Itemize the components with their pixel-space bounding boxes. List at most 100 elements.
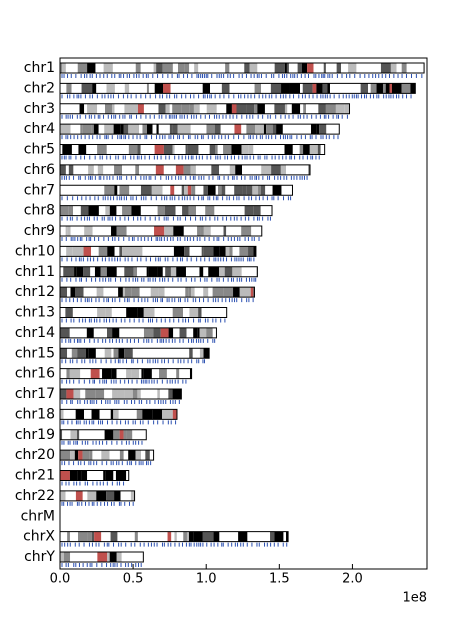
- band: [101, 226, 111, 236]
- band: [223, 308, 227, 318]
- band: [137, 308, 144, 318]
- band: [285, 185, 292, 195]
- band: [67, 287, 70, 297]
- band: [188, 287, 191, 297]
- band: [145, 532, 151, 542]
- chromosome: [60, 124, 339, 139]
- band: [124, 124, 128, 134]
- band: [285, 63, 287, 73]
- band: [139, 369, 141, 379]
- band: [60, 124, 71, 134]
- band: [134, 104, 138, 114]
- band: [149, 267, 158, 277]
- band: [300, 104, 303, 114]
- band: [92, 83, 96, 93]
- band: [119, 246, 122, 256]
- y-tick-label: chr17: [15, 386, 55, 402]
- band: [88, 165, 94, 175]
- band: [128, 450, 135, 460]
- y-tick-label: chrX: [23, 529, 55, 545]
- band: [219, 532, 229, 542]
- band: [112, 308, 123, 318]
- band: [60, 308, 65, 318]
- band: [95, 267, 101, 277]
- band: [111, 226, 117, 236]
- band: [194, 104, 200, 114]
- band: [66, 83, 71, 93]
- band: [72, 145, 79, 155]
- band: [157, 389, 160, 399]
- band: [264, 145, 271, 155]
- chromosome: [60, 206, 272, 221]
- band: [84, 409, 92, 419]
- x-tick-label: 1.5: [269, 572, 290, 587]
- band: [171, 287, 180, 297]
- band: [84, 104, 87, 114]
- band: [185, 63, 190, 73]
- band: [208, 185, 216, 195]
- band: [114, 104, 122, 114]
- band: [306, 104, 315, 114]
- band: [327, 83, 329, 93]
- band: [265, 185, 272, 195]
- band: [62, 430, 66, 440]
- band: [101, 450, 109, 460]
- band: [362, 63, 364, 73]
- band: [134, 267, 137, 277]
- band: [248, 246, 253, 256]
- band: [248, 267, 256, 277]
- band: [122, 104, 124, 114]
- band: [375, 63, 381, 73]
- y-tick-label: chr22: [15, 488, 55, 504]
- band: [60, 328, 70, 338]
- band: [202, 308, 213, 318]
- band: [91, 246, 99, 256]
- y-tick-label: chr18: [15, 406, 55, 422]
- band: [84, 430, 92, 440]
- band: [72, 83, 82, 93]
- chromosome: [60, 328, 216, 343]
- band: [198, 124, 206, 134]
- band: [60, 389, 66, 399]
- band: [287, 63, 289, 73]
- band: [188, 145, 199, 155]
- band: [207, 104, 217, 114]
- band: [176, 165, 184, 175]
- band: [161, 328, 169, 338]
- band: [407, 63, 411, 73]
- band: [276, 124, 283, 134]
- band: [149, 165, 153, 175]
- chromosome: [60, 287, 254, 302]
- band: [104, 63, 113, 73]
- band: [124, 430, 127, 440]
- band: [206, 124, 214, 134]
- band: [158, 267, 163, 277]
- band: [105, 348, 112, 358]
- band: [187, 532, 189, 542]
- band: [245, 83, 254, 93]
- band: [173, 226, 184, 236]
- band: [170, 185, 174, 195]
- band: [107, 83, 115, 93]
- x-tick-label: 0.0: [50, 572, 71, 587]
- band: [159, 124, 162, 134]
- band: [168, 389, 172, 399]
- band: [200, 104, 207, 114]
- band: [310, 145, 318, 155]
- band: [76, 491, 83, 501]
- band: [178, 124, 180, 134]
- chromosome: [60, 246, 256, 261]
- band: [203, 83, 210, 93]
- band: [226, 124, 234, 134]
- band: [112, 328, 119, 338]
- band: [113, 287, 118, 297]
- band: [174, 185, 177, 195]
- band: [104, 185, 114, 195]
- band: [89, 348, 96, 358]
- band: [67, 532, 70, 542]
- band: [202, 246, 204, 256]
- band: [246, 124, 255, 134]
- band: [203, 267, 208, 277]
- band: [78, 532, 87, 542]
- band: [75, 287, 84, 297]
